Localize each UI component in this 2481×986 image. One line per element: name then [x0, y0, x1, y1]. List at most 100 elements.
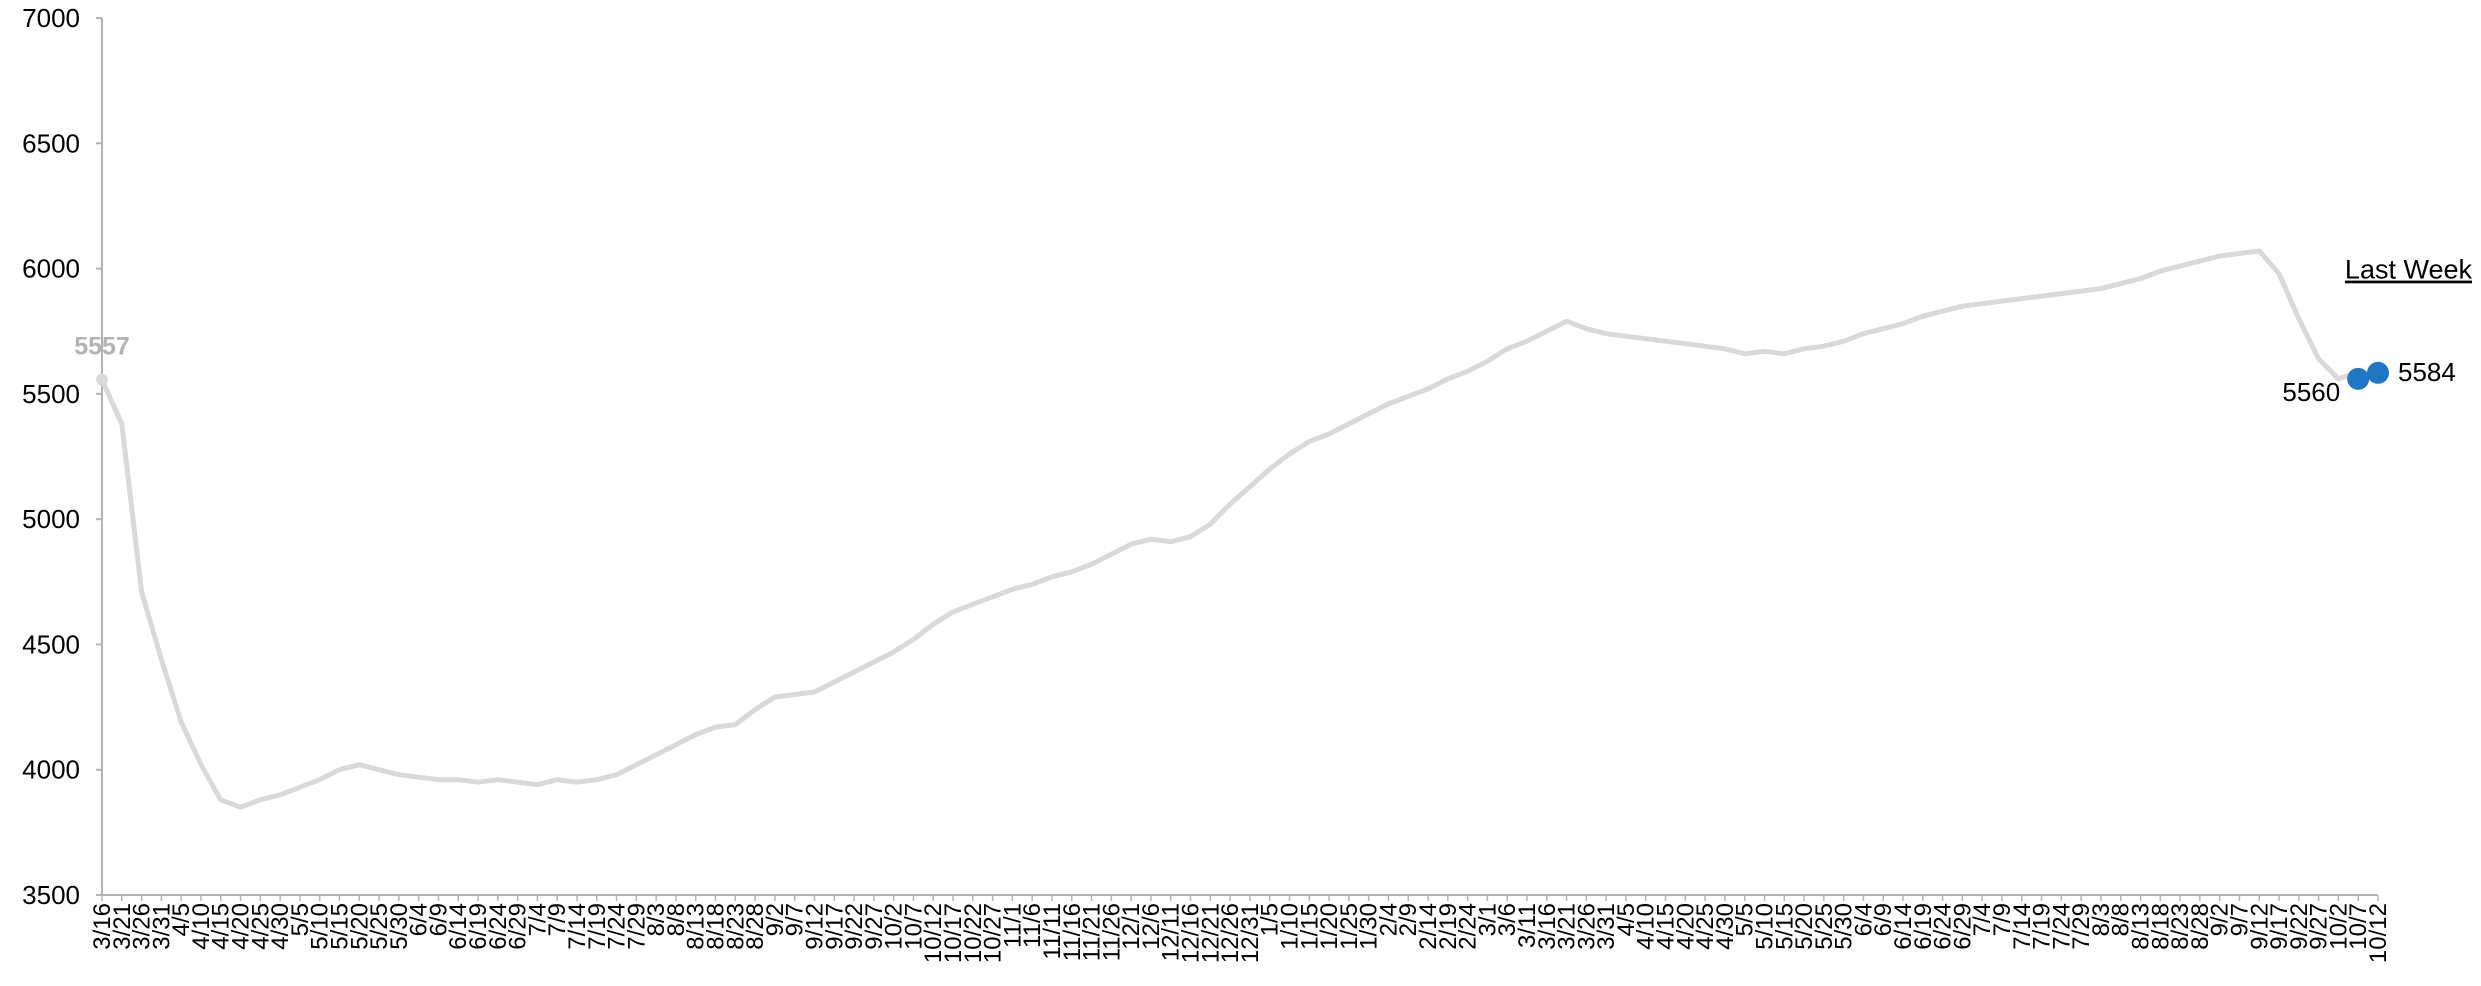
last-week-point — [2347, 367, 2370, 390]
y-tick-label: 5000 — [22, 504, 80, 534]
x-tick-label: 10/7 — [2345, 903, 2372, 950]
x-tick-label: 9/27 — [861, 903, 888, 950]
x-tick-label: 10/27 — [980, 903, 1007, 963]
y-tick-label: 6500 — [22, 128, 80, 158]
x-tick-label: 3/31 — [148, 903, 175, 950]
x-tick-label: 4/5 — [168, 903, 195, 936]
x-tick-label: 8/18 — [703, 903, 730, 950]
x-tick-label: 11/26 — [1098, 903, 1125, 961]
x-tick-label: 6/29 — [1949, 903, 1976, 950]
x-tick-label: 3/26 — [1573, 903, 1600, 950]
x-tick-label: 9/17 — [2266, 903, 2293, 950]
x-tick-label: 1/25 — [1336, 903, 1363, 950]
x-tick-label: 7/19 — [584, 903, 611, 950]
x-tick-label: 9/17 — [821, 903, 848, 950]
x-tick-label: 8/13 — [683, 903, 710, 950]
x-tick-label: 10/12 — [920, 903, 947, 963]
x-tick-label: 6/24 — [1930, 903, 1957, 950]
y-tick-label: 7000 — [22, 3, 80, 33]
x-tick-label: 11/1 — [999, 903, 1026, 948]
x-tick-label: 6/29 — [505, 903, 532, 950]
x-tick-label: 11/11 — [1039, 903, 1066, 960]
x-tick-label: 4/25 — [1692, 903, 1719, 950]
x-tick-label: 4/20 — [228, 903, 255, 950]
x-tick-label: 8/28 — [742, 903, 769, 950]
x-tick-label: 12/21 — [1197, 903, 1224, 963]
x-tick-label: 12/11 — [1158, 903, 1185, 961]
x-tick-label: 7/29 — [2068, 903, 2095, 950]
y-tick-label: 5500 — [22, 379, 80, 409]
x-tick-label: 4/30 — [267, 903, 294, 950]
x-tick-label: 2/9 — [1395, 903, 1422, 936]
last-week-value-label-2: 5584 — [2398, 357, 2456, 387]
x-tick-label: 6/4 — [406, 903, 433, 936]
x-tick-label: 5/25 — [366, 903, 393, 950]
series-start-point — [96, 373, 108, 386]
x-tick-label: 4/10 — [188, 903, 215, 950]
x-tick-label: 7/9 — [1989, 903, 2016, 936]
x-axis: 3/163/213/263/314/54/104/154/204/254/305… — [89, 894, 2392, 963]
last-week-annotation: Last Week — [2345, 255, 2473, 285]
x-tick-label: 11/6 — [1019, 903, 1046, 948]
x-tick-label: 6/14 — [1890, 903, 1917, 950]
x-tick-label: 9/12 — [801, 903, 828, 950]
x-tick-label: 4/15 — [1653, 903, 1680, 950]
x-tick-label: 5/20 — [346, 903, 373, 950]
x-tick-label: 4/15 — [208, 903, 235, 950]
x-tick-label: 7/14 — [2009, 903, 2036, 950]
x-tick-label: 4/5 — [1613, 903, 1640, 936]
x-tick-label: 8/23 — [2167, 903, 2194, 950]
x-tick-label: 5/20 — [1791, 903, 1818, 950]
x-tick-label: 6/9 — [425, 903, 452, 936]
x-tick-label: 7/19 — [2029, 903, 2056, 950]
x-tick-label: 7/9 — [544, 903, 571, 936]
x-tick-label: 4/10 — [1633, 903, 1660, 950]
x-tick-label: 10/2 — [881, 903, 908, 950]
x-tick-label: 3/21 — [109, 903, 136, 950]
x-tick-label: 5/10 — [307, 903, 334, 950]
x-tick-label: 4/20 — [1672, 903, 1699, 950]
x-tick-label: 8/23 — [722, 903, 749, 950]
x-tick-label: 2/24 — [1455, 903, 1482, 950]
series-start-label: 5557 — [74, 333, 130, 361]
last-week-value-label-1: 5560 — [2282, 377, 2340, 407]
x-tick-label: 6/19 — [465, 903, 492, 950]
y-axis: 3500 4000 4500 5000 5500 6000 6500 7000 — [22, 3, 103, 910]
x-tick-label: 10/7 — [900, 903, 927, 950]
x-tick-label: 3/11 — [1514, 903, 1541, 948]
x-tick-label: 5/10 — [1751, 903, 1778, 950]
x-tick-label: 8/13 — [2128, 903, 2155, 950]
x-tick-label: 3/1 — [1474, 903, 1501, 936]
x-tick-label: 1/5 — [1257, 903, 1284, 936]
x-tick-label: 8/28 — [2187, 903, 2214, 950]
x-tick-label: 5/15 — [326, 903, 353, 950]
x-tick-label: 6/19 — [1910, 903, 1937, 950]
x-tick-label: 6/24 — [485, 903, 512, 950]
x-tick-label: 8/3 — [2088, 903, 2115, 936]
y-tick-label: 4500 — [22, 629, 80, 659]
x-tick-label: 5/5 — [1732, 903, 1759, 936]
x-tick-label: 11/16 — [1059, 903, 1086, 961]
x-tick-label: 9/27 — [2306, 903, 2333, 950]
x-tick-label: 12/1 — [1118, 903, 1145, 950]
x-tick-label: 2/19 — [1435, 903, 1462, 950]
x-tick-label: 6/9 — [1870, 903, 1897, 936]
x-tick-label: 3/21 — [1554, 903, 1581, 950]
x-tick-label: 5/30 — [386, 903, 413, 950]
x-tick-label: 3/31 — [1593, 903, 1620, 950]
y-tick-label: 3500 — [22, 880, 80, 910]
x-tick-label: 5/30 — [1831, 903, 1858, 950]
x-tick-label: 8/8 — [663, 903, 690, 936]
x-tick-label: 12/16 — [1178, 903, 1205, 963]
x-tick-label: 5/5 — [287, 903, 314, 936]
x-tick-label: 3/26 — [129, 903, 156, 950]
plot-area — [96, 248, 2389, 810]
x-tick-label: 9/2 — [2207, 903, 2234, 936]
y-tick-label: 6000 — [22, 254, 80, 284]
x-tick-label: 12/6 — [1138, 903, 1165, 950]
x-tick-label: 7/14 — [564, 903, 591, 950]
x-tick-label: 3/16 — [1534, 903, 1561, 950]
x-tick-label: 3/16 — [89, 903, 116, 950]
x-tick-label: 9/7 — [782, 903, 809, 936]
x-tick-label: 5/25 — [1811, 903, 1838, 950]
